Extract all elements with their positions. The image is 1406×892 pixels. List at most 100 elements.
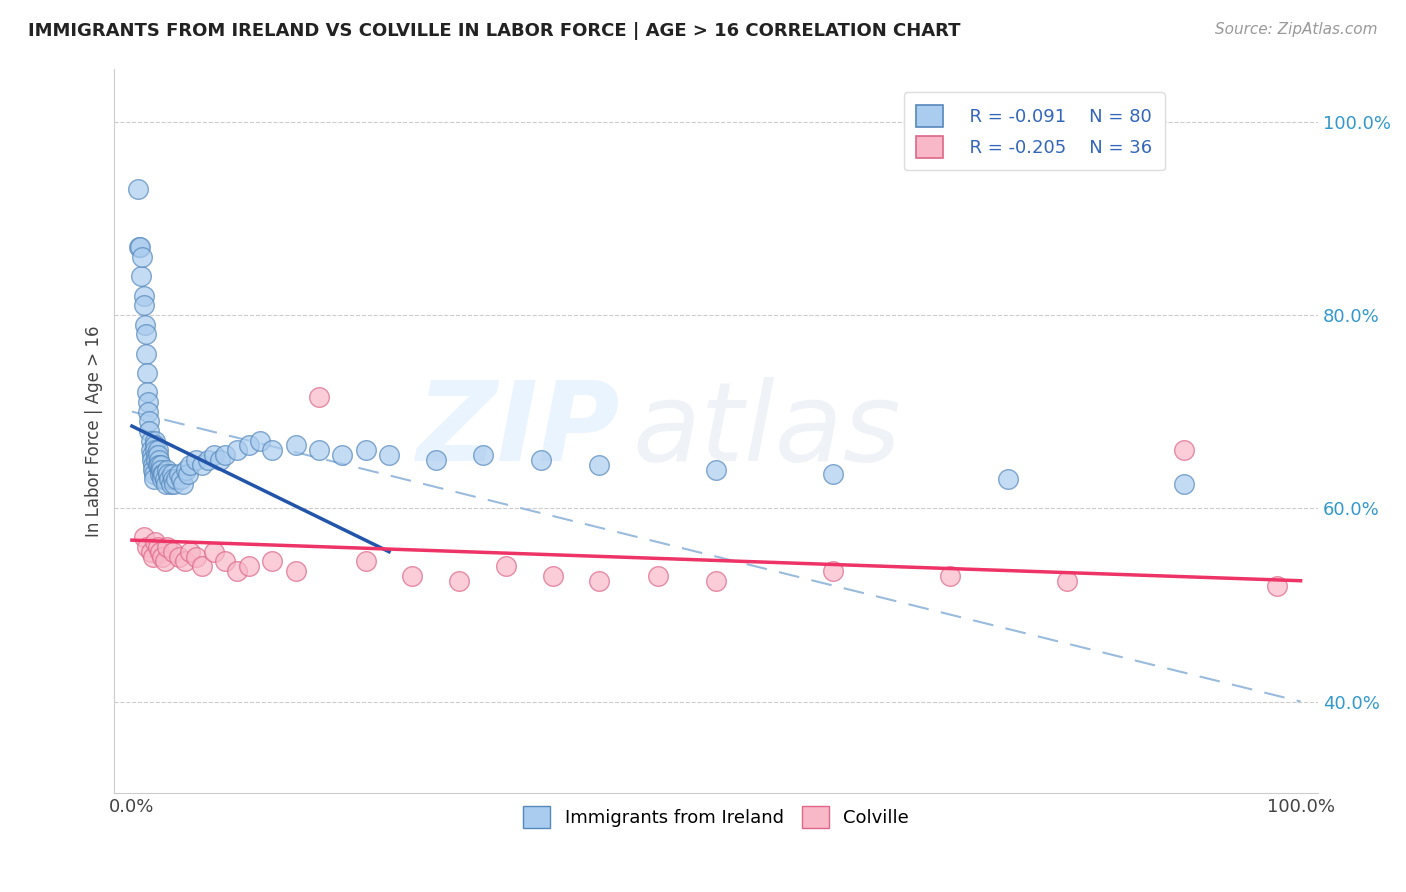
- Point: [150, 462, 173, 476]
- Point: [167, 467, 190, 482]
- Point: [139, 545, 162, 559]
- Point: [141, 453, 163, 467]
- Point: [704, 462, 727, 476]
- Point: [142, 458, 165, 472]
- Point: [495, 559, 517, 574]
- Point: [132, 288, 155, 302]
- Point: [354, 554, 377, 568]
- Point: [138, 414, 160, 428]
- Point: [541, 569, 564, 583]
- Point: [214, 554, 236, 568]
- Point: [143, 472, 166, 486]
- Point: [170, 472, 193, 486]
- Point: [149, 467, 172, 482]
- Point: [162, 545, 184, 559]
- Point: [997, 472, 1019, 486]
- Point: [214, 448, 236, 462]
- Point: [153, 472, 176, 486]
- Point: [284, 564, 307, 578]
- Point: [136, 395, 159, 409]
- Point: [530, 453, 553, 467]
- Text: atlas: atlas: [633, 377, 901, 484]
- Point: [138, 424, 160, 438]
- Point: [143, 443, 166, 458]
- Point: [284, 438, 307, 452]
- Point: [150, 458, 173, 472]
- Point: [160, 467, 183, 482]
- Point: [425, 453, 447, 467]
- Point: [191, 559, 214, 574]
- Point: [354, 443, 377, 458]
- Point: [156, 540, 179, 554]
- Point: [146, 540, 169, 554]
- Point: [238, 438, 260, 452]
- Point: [647, 569, 669, 583]
- Point: [401, 569, 423, 583]
- Point: [134, 318, 156, 332]
- Point: [155, 477, 177, 491]
- Point: [148, 453, 170, 467]
- Point: [135, 346, 157, 360]
- Y-axis label: In Labor Force | Age > 16: In Labor Force | Age > 16: [86, 326, 103, 537]
- Point: [238, 559, 260, 574]
- Point: [162, 472, 184, 486]
- Point: [308, 390, 330, 404]
- Point: [150, 472, 173, 486]
- Point: [939, 569, 962, 583]
- Point: [143, 434, 166, 448]
- Point: [186, 453, 208, 467]
- Point: [179, 458, 201, 472]
- Point: [1056, 574, 1078, 588]
- Point: [135, 327, 157, 342]
- Point: [157, 467, 180, 482]
- Point: [704, 574, 727, 588]
- Point: [471, 448, 494, 462]
- Point: [143, 535, 166, 549]
- Point: [588, 458, 610, 472]
- Point: [186, 549, 208, 564]
- Point: [132, 298, 155, 312]
- Point: [149, 545, 172, 559]
- Point: [173, 554, 195, 568]
- Point: [174, 462, 197, 476]
- Point: [1173, 477, 1195, 491]
- Point: [157, 472, 180, 486]
- Point: [136, 385, 159, 400]
- Point: [208, 453, 231, 467]
- Point: [129, 240, 152, 254]
- Point: [378, 448, 401, 462]
- Point: [146, 458, 169, 472]
- Point: [191, 458, 214, 472]
- Point: [139, 434, 162, 448]
- Point: [156, 462, 179, 476]
- Point: [165, 472, 187, 486]
- Point: [148, 458, 170, 472]
- Point: [136, 540, 159, 554]
- Point: [142, 462, 165, 476]
- Point: [262, 443, 284, 458]
- Point: [146, 443, 169, 458]
- Point: [131, 250, 153, 264]
- Point: [159, 477, 181, 491]
- Point: [167, 549, 190, 564]
- Point: [1173, 443, 1195, 458]
- Text: IMMIGRANTS FROM IRELAND VS COLVILLE IN LABOR FORCE | AGE > 16 CORRELATION CHART: IMMIGRANTS FROM IRELAND VS COLVILLE IN L…: [28, 22, 960, 40]
- Point: [226, 443, 249, 458]
- Point: [136, 366, 159, 380]
- Point: [128, 240, 150, 254]
- Point: [150, 549, 173, 564]
- Point: [249, 434, 271, 448]
- Point: [129, 269, 152, 284]
- Point: [142, 549, 165, 564]
- Point: [262, 554, 284, 568]
- Point: [146, 448, 169, 462]
- Point: [152, 467, 174, 482]
- Point: [308, 443, 330, 458]
- Point: [179, 545, 201, 559]
- Point: [202, 448, 225, 462]
- Text: ZIP: ZIP: [416, 377, 620, 484]
- Point: [145, 448, 167, 462]
- Point: [143, 467, 166, 482]
- Point: [823, 467, 845, 482]
- Legend: Immigrants from Ireland, Colville: Immigrants from Ireland, Colville: [516, 798, 917, 835]
